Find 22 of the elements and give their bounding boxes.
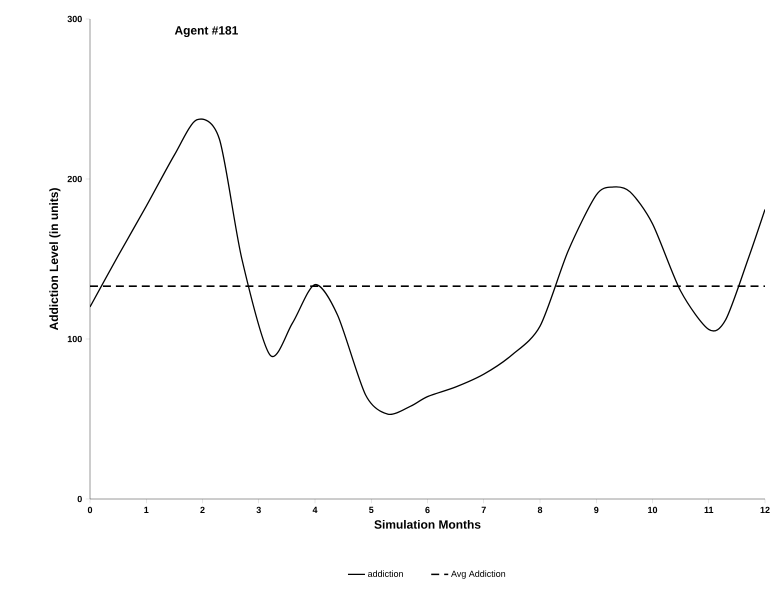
- legend-label: addiction: [368, 570, 403, 577]
- x-tick-label: 10: [648, 506, 658, 514]
- x-tick-label: 5: [369, 506, 374, 514]
- y-tick-label: 200: [68, 176, 82, 182]
- x-tick-label: 7: [482, 506, 486, 513]
- x-tick-label: 6: [425, 506, 430, 514]
- x-tick-label: 0: [88, 506, 92, 514]
- legend-label: Avg Addiction: [451, 570, 506, 579]
- x-tick-label: 11: [704, 506, 714, 513]
- x-tick-label: 8: [538, 506, 542, 514]
- text: Agent #181: [174, 26, 238, 38]
- x-axis-title: Simulation Months: [374, 520, 480, 529]
- x-tick-label: 3: [256, 506, 261, 514]
- y-tick-label: 0: [78, 496, 82, 502]
- x-tick-label: 4: [312, 506, 318, 513]
- x-tick-label: 1: [144, 506, 148, 513]
- x-tick-label: 9: [594, 506, 598, 514]
- y-tick-label: 300: [67, 16, 82, 22]
- x-tick-label: 12: [760, 506, 770, 514]
- y-axis-title: Addiction Level (in units): [49, 188, 60, 330]
- y-tick-label: 100: [68, 336, 82, 342]
- x-tick-label: 2: [200, 506, 205, 514]
